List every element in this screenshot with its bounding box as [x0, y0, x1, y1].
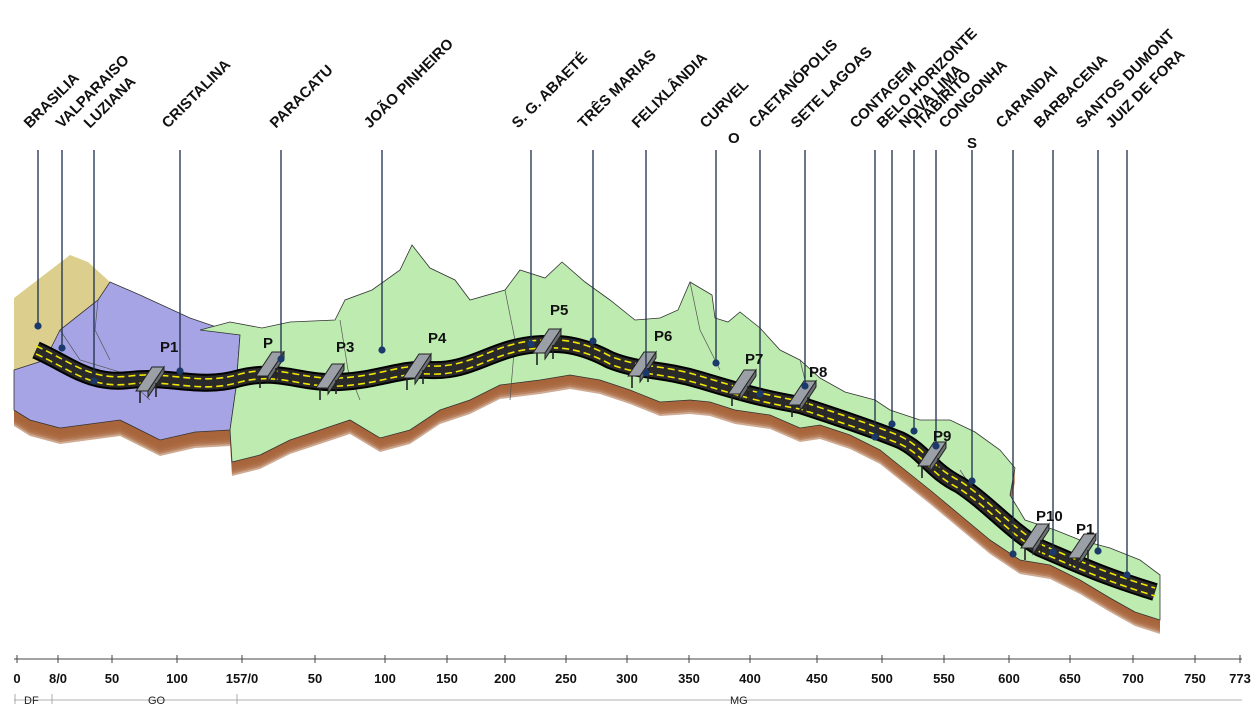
scale-tick-label: 773 — [1229, 671, 1251, 686]
bridge-p11 — [1067, 532, 1097, 570]
bridge-p1 — [135, 365, 165, 403]
scale-tick-label: 50 — [104, 671, 120, 686]
highway-road-fill — [33, 336, 1158, 599]
point-label-p6: P6 — [654, 328, 673, 345]
bridge-p8 — [787, 379, 817, 417]
point-label-p7: P7 — [745, 351, 764, 368]
bridge-p10 — [1020, 522, 1050, 560]
city-dot-barbacena — [1049, 548, 1057, 556]
scale-tick-label: 450 — [806, 671, 828, 686]
bridge-p9 — [917, 440, 947, 478]
scale-tick-label: 157/0 — [225, 671, 259, 686]
mg-region — [199, 244, 1161, 621]
city-dot-curvelo — [712, 359, 720, 367]
scale-tick-label: 400 — [739, 671, 761, 686]
city-label-congonhas-suffix: S — [967, 135, 978, 152]
city-dot-caetanopolis — [756, 390, 764, 398]
scale-tick-label: 600 — [998, 671, 1020, 686]
city-dot-carandai — [1009, 550, 1017, 558]
city-dot-santos-dumont — [1094, 547, 1102, 555]
city-dot-itabirito — [932, 442, 940, 450]
city-leader-lines — [37, 150, 1128, 575]
bridge-markers — [135, 327, 1097, 570]
point-label-p5: P5 — [550, 302, 569, 319]
city-dot-congonhas — [968, 477, 976, 485]
scale-tick-label: 700 — [1122, 671, 1144, 686]
scale-tick-label: 100 — [166, 671, 188, 686]
city-dot-tres-marias — [589, 337, 597, 345]
scale-tick-label: 500 — [871, 671, 893, 686]
city-dot-paracatu — [277, 355, 285, 363]
scale-tick-label: 100 — [374, 671, 396, 686]
point-label-p4: P4 — [428, 330, 447, 347]
city-dot-luziana — [90, 377, 98, 385]
city-dot-sg-abaete — [527, 340, 535, 348]
bridge-p7 — [727, 368, 757, 406]
city-dot-belo-horizonte — [888, 420, 896, 428]
highway-lane-marking — [35, 339, 1156, 589]
distance-scale — [14, 655, 1242, 704]
region-label-mg: MG — [730, 695, 748, 707]
city-dot-felixlandia — [642, 369, 650, 377]
point-label-p2: P — [263, 335, 274, 352]
scale-tick-label: 150 — [436, 671, 458, 686]
scale-tick-label: 250 — [555, 671, 577, 686]
point-label-p11: P1 — [1076, 521, 1095, 538]
scale-tick-label: 550 — [933, 671, 955, 686]
city-dot-joao-pinheiro — [378, 346, 386, 354]
scale-tick-label: 200 — [494, 671, 516, 686]
point-label-p3: P3 — [336, 339, 355, 356]
bridge-p4 — [402, 352, 432, 390]
point-label-p9: P9 — [933, 428, 952, 445]
scale-tick-label: 750 — [1184, 671, 1206, 686]
scale-tick-label: 50 — [307, 671, 323, 686]
city-dot-sete-lagoas — [801, 382, 809, 390]
region-label-go: GO — [148, 695, 166, 707]
scale-tick-label: 0 — [13, 671, 21, 686]
scale-tick-label: 300 — [616, 671, 638, 686]
city-dot-cristalina — [176, 367, 184, 375]
city-dot-nova-lima — [910, 427, 918, 435]
bridge-p3 — [315, 362, 345, 400]
city-markers — [34, 322, 1131, 579]
scale-tick-label: 350 — [678, 671, 700, 686]
highway-lane-marking — [35, 347, 1156, 597]
city-dot-brasilia — [34, 322, 42, 330]
bridge-p5 — [532, 327, 562, 365]
scale-tick-label: 8/0 — [48, 671, 68, 686]
point-label-p1: P1 — [160, 339, 179, 356]
region-label-df: DF — [24, 695, 39, 707]
scale-tick-label: 650 — [1059, 671, 1081, 686]
city-dot-valparaiso — [58, 344, 66, 352]
point-label-p10: P10 — [1036, 508, 1063, 525]
city-label-curvelo-suffix: O — [728, 130, 740, 147]
city-dot-contagem — [871, 433, 879, 441]
point-label-p8: P8 — [809, 364, 828, 381]
city-dot-juiz-de-fora — [1123, 571, 1131, 579]
